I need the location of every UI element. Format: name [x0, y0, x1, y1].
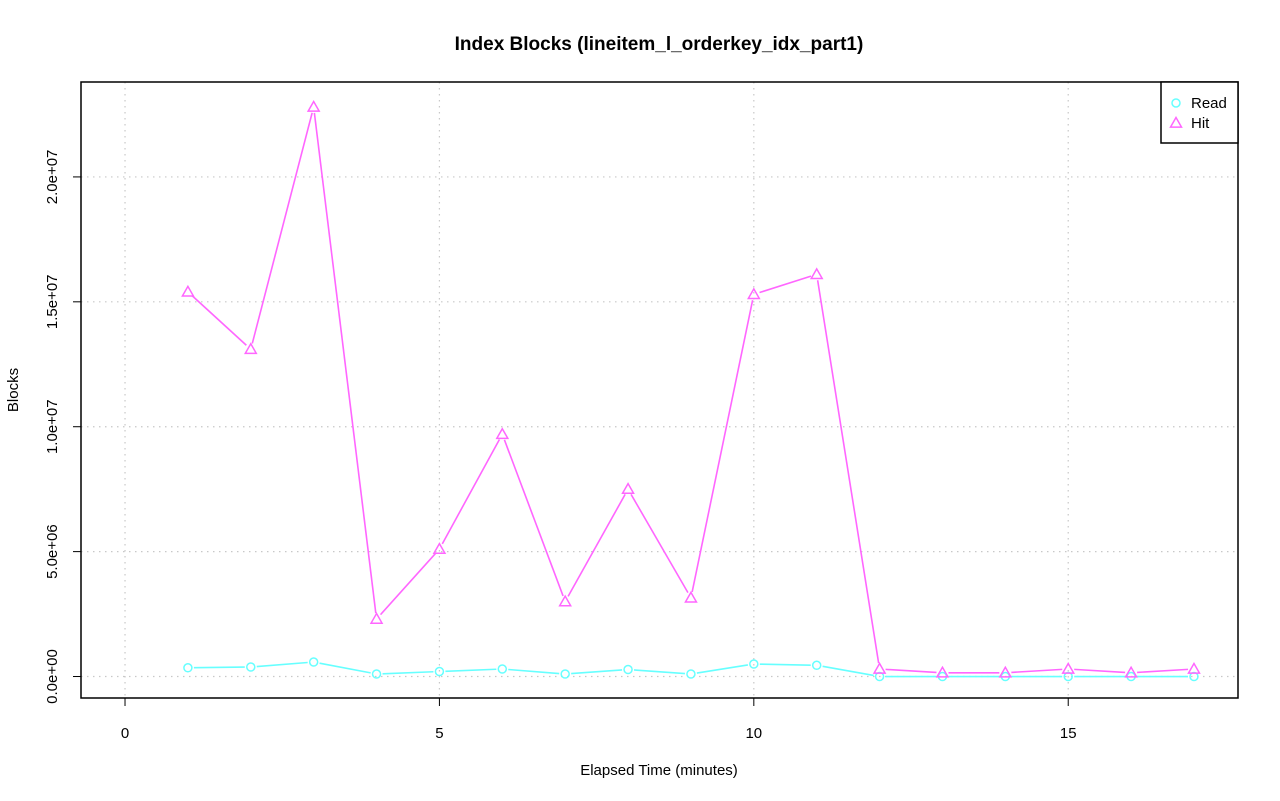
y-tick-label: 0.0e+00	[44, 649, 61, 704]
series-read-point	[371, 669, 382, 679]
series-read-segment	[822, 665, 874, 677]
x-axis: 0 5 10 15	[121, 698, 1077, 742]
y-tick-label: 5.0e+06	[44, 524, 61, 579]
series-hit-segment	[313, 112, 377, 614]
series-hit-segment	[1011, 668, 1063, 674]
series-hit-point	[243, 342, 258, 355]
series-hit-point	[935, 665, 950, 678]
series-hit-segment	[191, 295, 247, 346]
series-read-point	[811, 660, 822, 671]
series-read-point	[749, 659, 759, 669]
series-read-point	[434, 666, 445, 677]
series-hit-segment	[567, 494, 626, 597]
series-hit-point	[558, 594, 572, 607]
series-hit-segment	[630, 493, 689, 594]
series-read-point	[183, 663, 193, 673]
series-hit-segment	[441, 439, 501, 545]
series-hit-point	[621, 482, 635, 495]
series-hit-segment	[1074, 668, 1126, 674]
series-read-segment	[508, 668, 560, 675]
series-hit-point	[998, 665, 1013, 678]
series-read-segment	[256, 661, 308, 668]
x-axis-label: Elapsed Time (minutes)	[580, 762, 738, 779]
x-tick-label: 0	[121, 725, 129, 742]
series-read-segment	[571, 669, 623, 675]
y-tick-label: 1.0e+07	[44, 399, 61, 454]
series-read-point	[686, 669, 696, 679]
series-hit-point	[495, 427, 510, 440]
series-hit-segment	[503, 439, 564, 597]
legend-label-hit: Hit	[1191, 115, 1210, 132]
x-tick-label: 5	[435, 725, 443, 742]
series-hit-point	[306, 99, 321, 112]
plot-frame	[80, 81, 1239, 699]
series-hit-segment	[816, 280, 880, 664]
series-hit-point	[684, 590, 698, 603]
series-read-segment	[759, 663, 811, 666]
x-tick-label: 15	[1060, 725, 1077, 742]
series-read-segment	[696, 664, 749, 674]
series-hit-point	[1124, 665, 1138, 678]
series-layer	[181, 99, 1201, 682]
y-tick-label: 2.0e+07	[44, 150, 61, 205]
x-tick-label: 10	[745, 725, 762, 742]
series-read-point	[623, 664, 633, 675]
series-hit-point	[432, 542, 447, 554]
series-read	[183, 657, 1199, 682]
series-read-point	[497, 664, 508, 674]
y-axis: 0.0e+00 5.0e+06 1.0e+07 1.5e+07 2.0e+07	[44, 150, 81, 704]
legend-marker-hit	[1169, 115, 1183, 128]
series-hit-point	[181, 284, 195, 297]
chart-title: Index Blocks (lineitem_l_orderkey_idx_pa…	[455, 34, 864, 55]
legend-marker-read	[1171, 98, 1181, 108]
series-read-point	[560, 669, 570, 679]
series-read-segment	[445, 668, 497, 673]
legend-label-read: Read	[1191, 95, 1227, 112]
series-read-point	[246, 662, 256, 672]
series-hit-segment	[251, 112, 313, 344]
series-hit-segment	[379, 553, 437, 616]
series-read-segment	[382, 670, 434, 675]
series-hit-segment	[1137, 668, 1189, 674]
series-hit-segment	[885, 668, 937, 674]
series-hit-point	[747, 287, 761, 300]
series-read-segment	[193, 666, 245, 669]
series-hit-point	[1061, 662, 1076, 674]
series-read-point	[308, 657, 319, 667]
legend-box	[1160, 81, 1239, 144]
series-hit-point	[369, 612, 384, 624]
y-tick-label: 1.5e+07	[44, 275, 61, 330]
y-axis-label: Blocks	[5, 368, 22, 412]
series-hit-segment	[691, 300, 754, 593]
series-hit-segment	[759, 275, 812, 294]
series-read-segment	[319, 662, 371, 674]
legend: Read Hit	[1160, 81, 1239, 144]
legend-item-hit: Hit	[1169, 115, 1210, 132]
series-read-segment	[633, 669, 686, 675]
series-hit	[181, 99, 1201, 678]
series-hit-point	[1187, 662, 1201, 674]
series-hit-point	[809, 267, 824, 280]
series-hit-point	[872, 662, 887, 674]
legend-item-read: Read	[1171, 95, 1227, 112]
grid	[81, 82, 1238, 698]
